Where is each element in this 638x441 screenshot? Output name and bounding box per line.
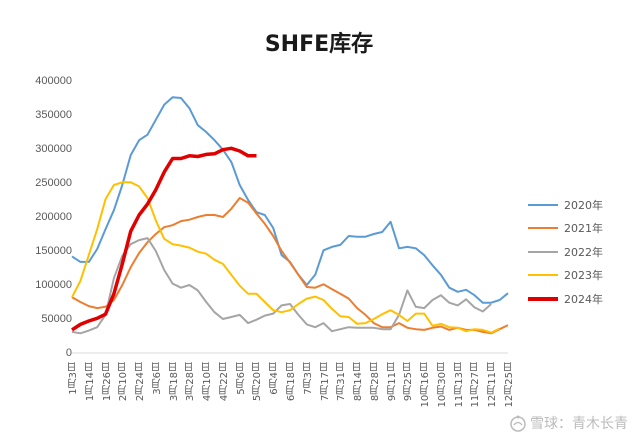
legend-label: 2022年 <box>564 245 603 259</box>
y-tick-label: 50000 <box>41 313 72 325</box>
legend-label: 2020年 <box>564 198 603 212</box>
x-tick-label: 8月28日 <box>369 362 381 402</box>
series-line-2024年 <box>71 146 257 332</box>
x-tick-label: 10月16日 <box>420 362 432 408</box>
x-tick-label: 4月10日 <box>202 362 214 402</box>
y-tick-label: 250000 <box>35 177 72 189</box>
x-tick-label: 10月30日 <box>436 362 448 408</box>
x-tick-label: 1月3日 <box>68 362 79 395</box>
legend-item-2020: 2020年 <box>528 193 603 217</box>
x-tick-label: 11月27日 <box>470 362 482 408</box>
snowball-logo-icon <box>510 415 526 432</box>
x-tick-label: 3月18日 <box>168 362 180 402</box>
y-tick-label: 400000 <box>35 75 72 87</box>
legend-item-2024: 2024年 <box>528 287 603 311</box>
watermark: 雪球：青木长青 <box>509 413 628 433</box>
x-tick-label: 12月25日 <box>504 362 515 408</box>
x-tick-label: 6月4日 <box>269 362 281 395</box>
x-tick-label: 3月6日 <box>151 362 163 395</box>
legend-label: 2023年 <box>564 269 603 283</box>
chart-title: SHFE库存 <box>264 32 374 57</box>
y-tick-label: 300000 <box>35 143 72 155</box>
watermark-text: 雪球：青木长青 <box>530 416 628 432</box>
y-tick-label: 200000 <box>35 211 72 223</box>
series-line-2023年 <box>71 181 501 334</box>
x-tick-label: 7月31日 <box>336 362 348 402</box>
x-tick-label: 6月18日 <box>286 362 297 402</box>
x-tick-label: 1月14日 <box>84 362 96 402</box>
legend-label: 2021年 <box>564 222 603 236</box>
x-tick-label: 4月22日 <box>218 362 230 402</box>
x-tick-label: 1月26日 <box>101 362 113 402</box>
legend-item-2022: 2022年 <box>528 240 603 264</box>
legend: 2020年 2021年 2022年 2023年 2024年 <box>528 193 603 311</box>
x-tick-label: 12月11日 <box>487 362 499 408</box>
y-tick-label: 350000 <box>35 109 72 121</box>
series-layer <box>71 96 509 335</box>
legend-swatch <box>528 296 558 301</box>
y-tick-label: 100000 <box>35 279 72 291</box>
legend-item-2021: 2021年 <box>528 217 603 241</box>
x-tick-label: 11月13日 <box>453 362 465 408</box>
x-tick-label: 5月6日 <box>235 362 247 395</box>
x-tick-label: 2月24日 <box>135 362 147 402</box>
series-line-2022年 <box>71 237 492 335</box>
legend-label: 2024年 <box>564 292 603 306</box>
x-tick-label: 9月11日 <box>386 362 398 402</box>
y-tick-label: 150000 <box>35 245 72 257</box>
legend-swatch <box>528 203 558 206</box>
x-tick-label: 8月14日 <box>353 362 365 402</box>
legend-swatch <box>528 274 558 277</box>
series-line-2020年 <box>71 96 509 304</box>
x-tick-label: 7月3日 <box>302 362 314 395</box>
legend-item-2023: 2023年 <box>528 264 603 288</box>
legend-swatch <box>528 250 558 253</box>
series-line-2021年 <box>71 197 509 335</box>
x-tick-label: 5月20日 <box>252 362 264 402</box>
y-tick-label: 0 <box>65 347 72 359</box>
x-tick-label: 9月25日 <box>403 362 415 402</box>
x-tick-label: 2月10日 <box>118 362 130 402</box>
x-tick-label: 3月28日 <box>185 362 197 402</box>
x-tick-label: 7月17日 <box>319 362 331 402</box>
legend-swatch <box>528 227 558 230</box>
